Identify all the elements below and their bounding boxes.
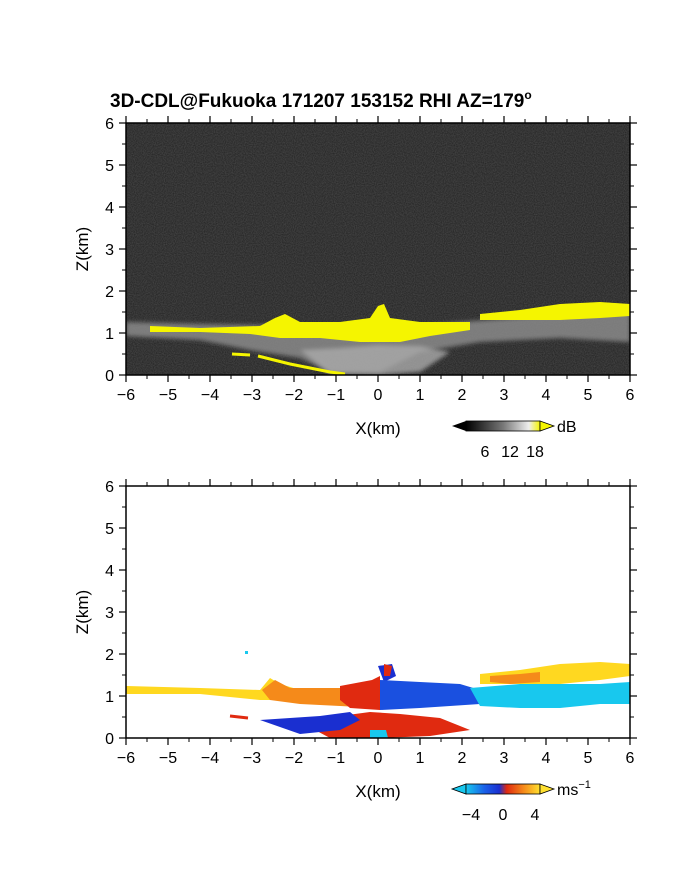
velocity-colorbar-scale [465,783,541,795]
snr-yellow-band-right [480,302,630,320]
velocity-bump-red [384,664,392,676]
snr-yellow-band-left [150,304,470,342]
velocity-y-tick-label: 2 [105,647,114,664]
snr-colorbar-right-arrow [539,420,556,432]
velocity-x-tick-label: −4 [201,750,219,767]
snr-y-axis-label: Z(km) [73,227,92,271]
snr-x-tick-label: −1 [327,387,345,404]
snr-y-tick-label: 5 [105,158,114,175]
velocity-y-tick-label: 1 [105,689,114,706]
snr-x-tick-label: 6 [626,387,635,404]
snr-colorbar-tick-6: 6 [481,444,490,461]
velocity-y-tick-label: 4 [105,563,114,580]
snr-colorbar: dB 6 12 18 [452,419,577,461]
snr-x-tick-label: −6 [117,387,135,404]
snr-x-tick-label: 1 [416,387,425,404]
velocity-colorbar-tick-4: 4 [531,807,540,824]
velocity-lower-plume-blue [260,712,360,734]
snr-x-tick-label: −5 [159,387,177,404]
velocity-x-tick-label: −2 [285,750,303,767]
velocity-x-tick-label: 4 [542,750,551,767]
velocity-lower-plume-cyan [370,730,388,738]
velocity-y-tick-label: 5 [105,521,114,538]
snr-x-tick-label: 3 [500,387,509,404]
velocity-x-tick-label: −6 [117,750,135,767]
velocity-heatmap [126,486,630,738]
snr-colorbar-tick-18: 18 [526,444,544,461]
velocity-panel: −6 −5 −4 −3 −2 −1 0 1 2 3 4 5 6 0 1 2 3 4 5 6 X(km) Z(km) m… [73,479,637,824]
velocity-right-upper-orange [490,672,540,684]
velocity-x-tick-label: 3 [500,750,509,767]
velocity-y-tick-label: 6 [105,479,114,496]
velocity-x-tick-label: 5 [584,750,593,767]
snr-colorbar-unit: dB [557,419,577,436]
snr-x-tick-label: 5 [584,387,593,404]
velocity-x-tick-label: 1 [416,750,425,767]
velocity-x-tick-label: −5 [159,750,177,767]
snr-y-tick-label: 1 [105,326,114,343]
velocity-y-tick-label: 0 [105,731,114,748]
snr-colorbar-tick-12: 12 [501,444,519,461]
snr-yellow-ground-trace [231,352,346,375]
snr-y-tick-label: 3 [105,242,114,259]
snr-y-tick-label: 2 [105,284,114,301]
snr-x-tick-label: 4 [542,387,551,404]
velocity-x-tick-label: 6 [626,750,635,767]
velocity-colorbar-left-arrow [450,783,467,795]
velocity-x-tick-label: −1 [327,750,345,767]
velocity-colorbar: ms−1 −4 0 4 [450,779,591,824]
velocity-x-tick-label: 2 [458,750,467,767]
snr-x-tick-label: 0 [374,387,383,404]
snr-x-tick-label: −4 [201,387,219,404]
snr-x-tick-label: −2 [285,387,303,404]
velocity-y-tick-label: 3 [105,605,114,622]
snr-colorbar-scale [465,420,541,432]
snr-colorbar-left-arrow [452,421,466,431]
velocity-x-tick-label: 0 [374,750,383,767]
figure-title: 3D-CDL@Fukuoka 171207 153152 RHI AZ=179o [110,88,532,112]
velocity-colorbar-right-arrow [539,783,556,795]
velocity-colorbar-tick-0: 0 [499,807,508,824]
snr-heatmap [126,123,630,375]
snr-y-tick-label: 4 [105,200,114,217]
snr-x-tick-label: 2 [458,387,467,404]
velocity-red-core [340,676,380,710]
velocity-y-axis-label: Z(km) [73,590,92,634]
velocity-colorbar-unit: ms−1 [557,779,591,799]
snr-lower-plume [300,345,450,375]
velocity-colorbar-tick-neg4: −4 [462,807,480,824]
velocity-right-cyan-layer [470,682,630,708]
snr-y-tick-label: 6 [105,116,114,133]
velocity-x-tick-label: −3 [243,750,261,767]
snr-x-axis-label: X(km) [355,419,400,438]
velocity-x-axis-label: X(km) [355,782,400,801]
snr-x-tick-label: −3 [243,387,261,404]
velocity-axes: −6 −5 −4 −3 −2 −1 0 1 2 3 4 5 6 0 1 2 3 4 5 6 [105,479,637,767]
snr-y-tick-label: 0 [105,368,114,385]
snr-axes: −6 −5 −4 −3 −2 −1 0 1 2 3 4 5 6 0 1 2 3 4 5 6 [105,116,637,404]
velocity-right-blue-layer [380,680,480,710]
velocity-ground-trace [229,714,249,720]
velocity-speck [245,651,248,654]
